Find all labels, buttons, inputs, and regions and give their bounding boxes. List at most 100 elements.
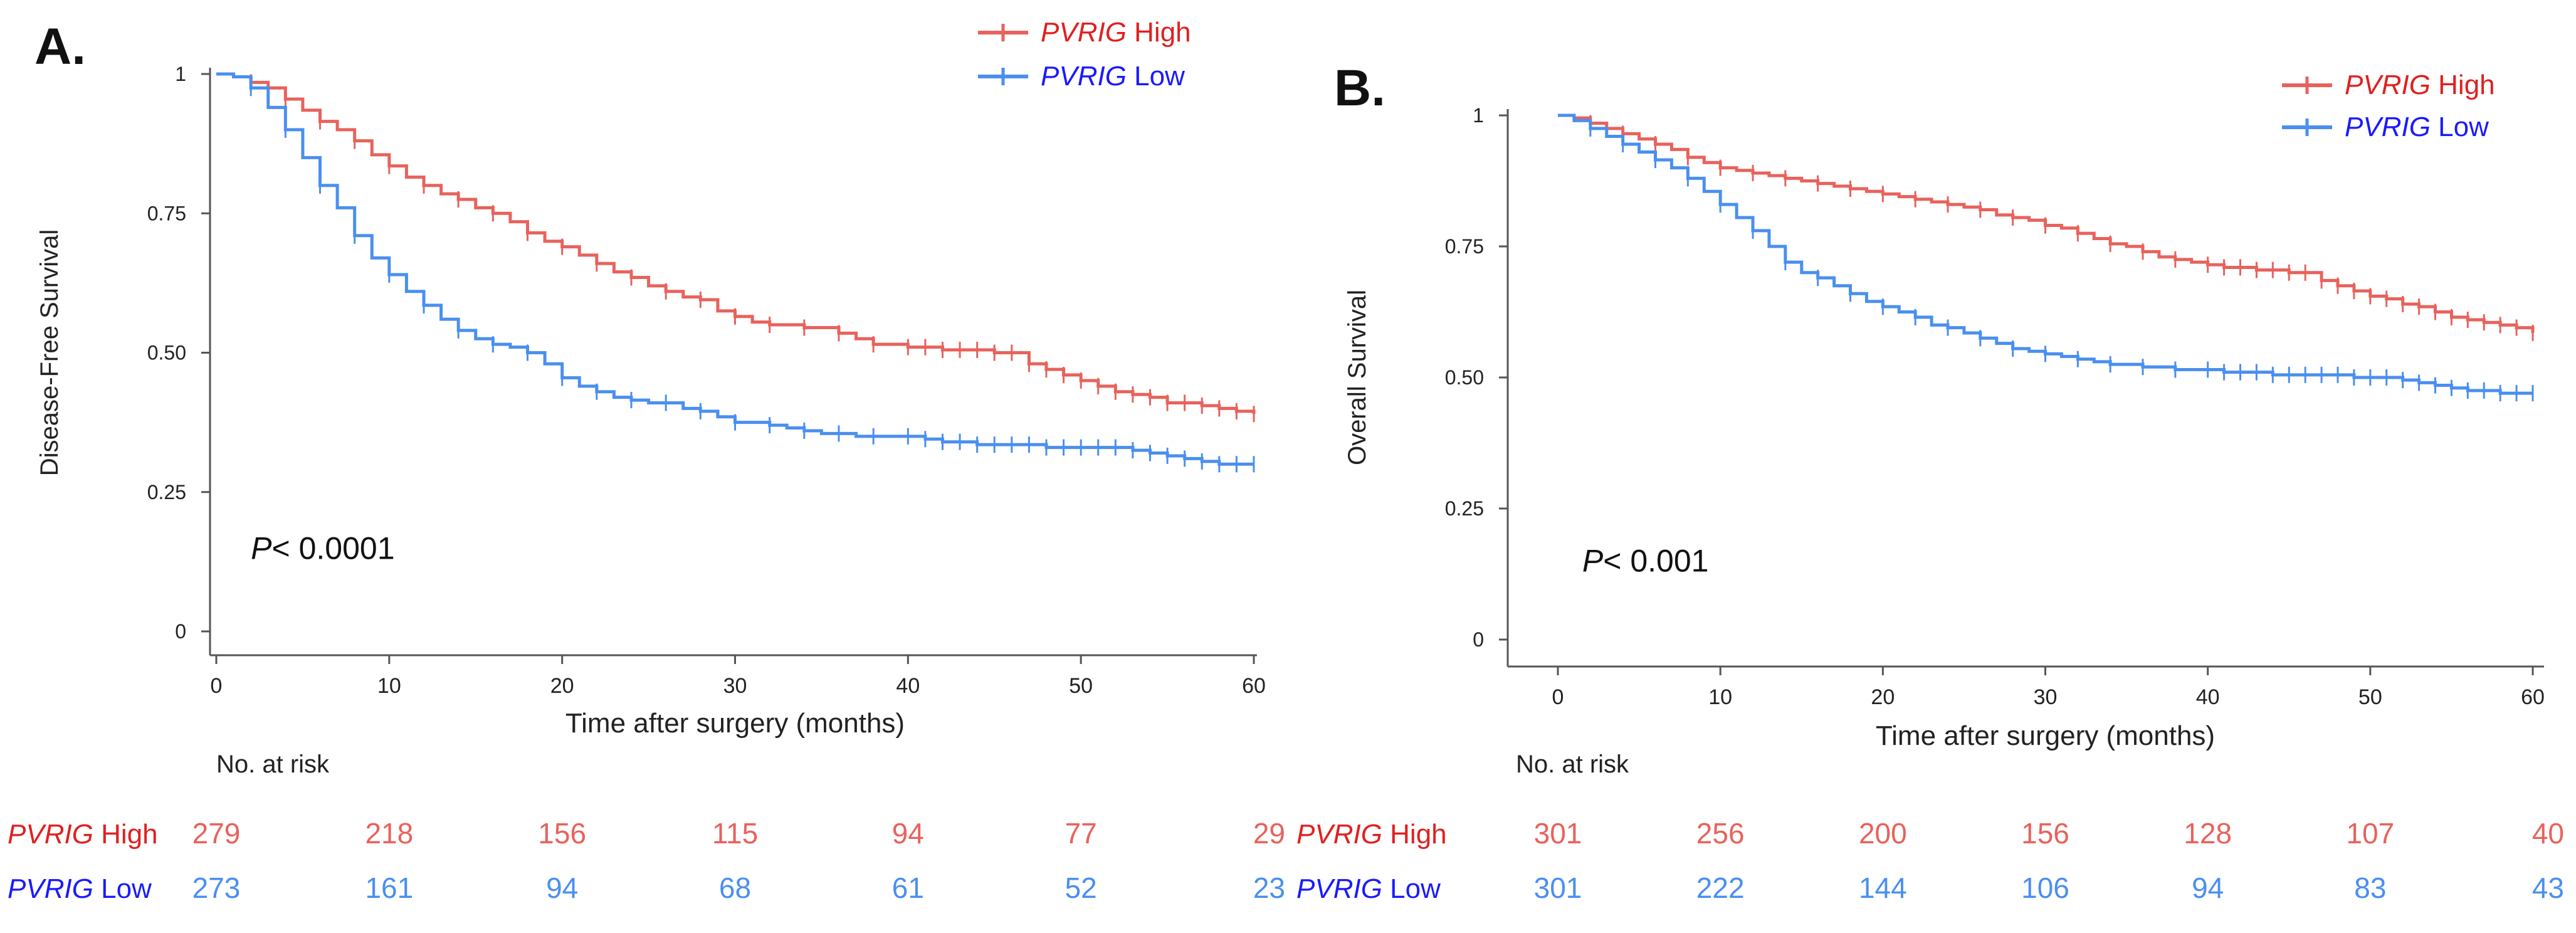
- x-tick-label: 60: [2521, 685, 2545, 709]
- risk-cell-high: 256: [1696, 817, 1745, 850]
- x-tick-label: 20: [550, 674, 574, 698]
- risk-cell-high: 156: [2021, 817, 2069, 850]
- risk-cell-high: 279: [192, 817, 241, 850]
- legend-label: PVRIG High: [1041, 17, 1191, 48]
- y-tick-label: 0.50: [147, 342, 186, 364]
- risk-row-label-low-rest: Low: [93, 873, 152, 904]
- risk-row-label-low-italic: PVRIG: [8, 873, 93, 904]
- risk-row-label-low-rest: Low: [1382, 873, 1441, 904]
- legend-label-rest: Low: [2431, 112, 2489, 142]
- risk-cell-high: 128: [2184, 817, 2232, 850]
- risk-cell-low: 301: [1534, 872, 1582, 904]
- risk-cell-low: 61: [892, 872, 924, 904]
- x-tick-label: 0: [1552, 685, 1564, 709]
- y-tick-label: 0.75: [1445, 235, 1484, 258]
- risk-row-label-high-rest: High: [1382, 819, 1447, 850]
- risk-cell-low: 43: [2532, 872, 2564, 904]
- p-value-annotation-rest: < 0.001: [1603, 543, 1708, 578]
- risk-cell-low: 83: [2354, 872, 2386, 904]
- risk-cell-low: 52: [1065, 872, 1097, 904]
- risk-row-label-high-italic: PVRIG: [1296, 819, 1382, 850]
- x-tick-label: 40: [896, 674, 920, 698]
- p-value-annotation-italic: P: [251, 530, 272, 566]
- legend-label: PVRIG High: [2345, 70, 2495, 100]
- risk-row-label-high: PVRIG High: [1296, 819, 1447, 850]
- legend-label-italic: PVRIG: [1041, 61, 1127, 92]
- risk-row-label-low-italic: PVRIG: [1296, 873, 1382, 904]
- x-tick-label: 10: [1708, 685, 1732, 709]
- y-tick-label: 0.25: [147, 481, 186, 503]
- p-value-annotation: P< 0.0001: [251, 530, 394, 566]
- legend-label-rest: Low: [1127, 61, 1185, 92]
- risk-cell-high: 107: [2346, 817, 2394, 850]
- y-axis-title: Overall Survival: [1343, 290, 1371, 465]
- risk-cell-low: 273: [192, 872, 241, 904]
- x-tick-label: 50: [1069, 674, 1093, 698]
- legend-label-italic: PVRIG: [2345, 112, 2431, 142]
- p-value-annotation-rest: < 0.0001: [272, 530, 395, 566]
- risk-cell-low: 144: [1859, 872, 1907, 904]
- legend-label-rest: High: [2431, 70, 2495, 100]
- legend-label-rest: High: [1127, 17, 1191, 48]
- risk-cell-low: 106: [2021, 872, 2069, 904]
- risk-cell-high: 29: [1253, 817, 1285, 850]
- legend-label-italic: PVRIG: [1041, 17, 1127, 48]
- x-tick-label: 30: [2034, 685, 2058, 709]
- panel-label: A.: [34, 18, 86, 75]
- risk-cell-high: 77: [1065, 817, 1097, 850]
- risk-row-label-high-rest: High: [93, 819, 158, 850]
- x-tick-label: 40: [2196, 685, 2220, 709]
- risk-row-label-high: PVRIG High: [8, 819, 158, 850]
- x-tick-label: 50: [2358, 685, 2382, 709]
- risk-cell-low: 222: [1696, 872, 1745, 904]
- risk-table: No. at risk PVRIG High 301 256 200 156 128 107 4…: [1296, 751, 2564, 904]
- risk-cell-low: 68: [719, 872, 751, 904]
- x-tick-label: 0: [211, 674, 223, 698]
- p-value-annotation-italic: P: [1582, 543, 1604, 578]
- x-tick-label: 30: [723, 674, 747, 698]
- km-curve-low: [216, 72, 1254, 466]
- x-tick-label: 10: [377, 674, 401, 698]
- risk-table-title: No. at risk: [1516, 751, 1629, 778]
- legend-label-italic: PVRIG: [2345, 70, 2431, 100]
- legend-item-high: PVRIG High: [978, 17, 1191, 48]
- risk-cell-high: 156: [538, 817, 586, 850]
- risk-cell-low: 23: [1253, 872, 1285, 904]
- legend-item-low: PVRIG Low: [2282, 112, 2489, 142]
- risk-cell-high: 40: [2532, 817, 2564, 850]
- legend-label: PVRIG Low: [1041, 61, 1185, 92]
- legend-label: PVRIG Low: [2345, 112, 2489, 142]
- risk-cell-high: 94: [892, 817, 924, 850]
- legend-item-low: PVRIG Low: [978, 61, 1185, 92]
- risk-cell-high: 301: [1534, 817, 1582, 850]
- y-tick-label: 0: [1473, 628, 1484, 651]
- y-tick-label: 0.25: [1445, 497, 1484, 520]
- risk-cell-low: 94: [546, 872, 578, 904]
- risk-cell-high: 218: [365, 817, 413, 850]
- risk-row-label-low: PVRIG Low: [8, 873, 152, 904]
- risk-cell-high: 115: [712, 817, 758, 850]
- risk-cell-low: 94: [2192, 872, 2224, 904]
- y-tick-label: 0.75: [147, 202, 186, 224]
- risk-row-label-high-italic: PVRIG: [8, 819, 93, 850]
- y-tick-label: 0.50: [1445, 366, 1484, 389]
- x-axis-title: Time after surgery (months): [565, 708, 905, 739]
- y-tick-label: 0: [175, 620, 186, 643]
- risk-table: No. at risk PVRIG High 279 218 156 115 94 77 29 P…: [8, 751, 1285, 904]
- risk-table-title: No. at risk: [216, 751, 330, 778]
- x-axis-title: Time after surgery (months): [1876, 720, 2215, 751]
- x-tick-label: 60: [1242, 674, 1266, 698]
- x-tick-label: 20: [1871, 685, 1895, 709]
- p-value-annotation: P< 0.001: [1582, 543, 1709, 578]
- panel-label: B.: [1334, 60, 1385, 117]
- risk-cell-high: 200: [1859, 817, 1907, 850]
- legend-item-high: PVRIG High: [2282, 70, 2495, 100]
- y-tick-label: 1: [1473, 104, 1484, 127]
- y-tick-label: 1: [175, 63, 186, 85]
- y-axis-title: Disease-Free Survival: [36, 229, 63, 476]
- risk-cell-low: 161: [365, 872, 413, 904]
- risk-row-label-low: PVRIG Low: [1296, 873, 1441, 904]
